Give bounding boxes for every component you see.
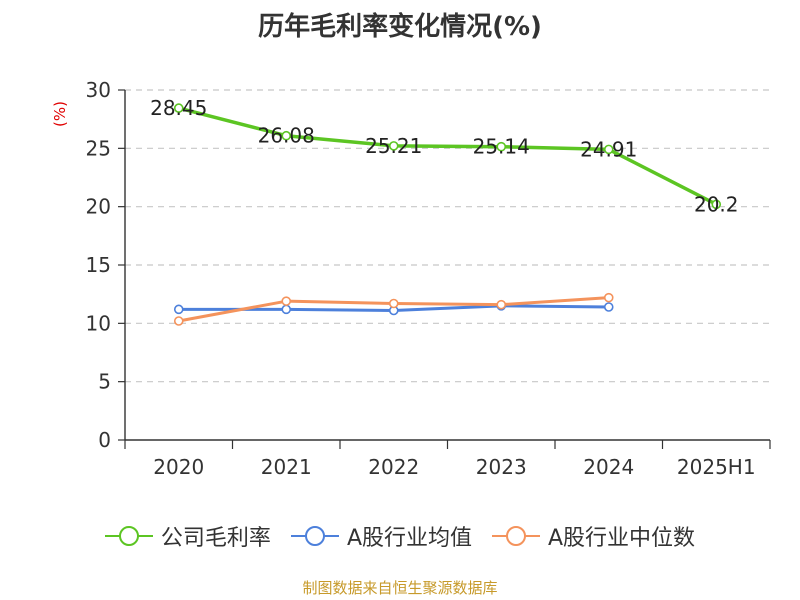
data-point [281, 304, 292, 315]
legend-label-company: 公司毛利率 [160, 526, 271, 551]
legend-swatch-industry-mean-icon [290, 526, 339, 546]
legend-label-industry-median: A股行业中位数 [548, 526, 696, 551]
y-tick-label: 5 [98, 370, 111, 394]
legend-swatch-company-icon [104, 526, 153, 546]
data-label: 26.08 [258, 124, 315, 148]
data-point [603, 302, 614, 312]
legend-item-company[interactable]: 公司毛利率 [104, 520, 271, 552]
data-point [173, 103, 184, 113]
legend: 公司毛利率 A股行业均值 A股行业中位数 [0, 518, 800, 554]
chart-title: 历年毛利率变化情况(%) [258, 12, 542, 42]
data-point [173, 304, 184, 315]
data-source-note: 制图数据来自恒生聚源数据库 [302, 579, 498, 597]
data-label: 20.2 [694, 192, 739, 216]
x-tick-label: 2024 [583, 455, 634, 479]
y-tick-label: 30 [86, 78, 111, 102]
x-tick-label: 2020 [153, 455, 204, 479]
y-tick-label: 25 [86, 136, 111, 160]
data-point [173, 316, 184, 326]
x-tick-label: 2023 [476, 455, 527, 479]
data-point [603, 144, 614, 155]
data-point [496, 141, 507, 152]
data-point [388, 141, 399, 151]
data-label: 25.21 [365, 134, 422, 158]
data-label: 25.14 [473, 135, 530, 159]
series-line-0 [178, 106, 718, 206]
data-point [388, 298, 399, 309]
data-label: 24.91 [580, 137, 637, 161]
x-tick-label: 2022 [368, 455, 419, 479]
data-point [281, 296, 292, 306]
y-tick-label: 10 [86, 311, 111, 335]
data-point [603, 292, 614, 303]
y-tick-label: 20 [86, 195, 111, 219]
data-point [711, 199, 722, 210]
data-label: 28.45 [150, 96, 207, 120]
legend-label-industry-mean: A股行业均值 [346, 526, 472, 551]
y-tick-label: 15 [86, 253, 111, 277]
legend-swatch-industry-median-icon [492, 526, 540, 546]
data-point [281, 130, 292, 141]
x-tick-label: 2021 [261, 455, 312, 479]
legend-item-industry-median[interactable]: A股行业中位数 [492, 520, 695, 552]
y-tick-label: 0 [98, 428, 111, 452]
x-tick-label: 2025H1 [677, 455, 756, 479]
legend-item-industry-mean[interactable]: A股行业均值 [290, 520, 472, 552]
data-point [496, 299, 507, 310]
